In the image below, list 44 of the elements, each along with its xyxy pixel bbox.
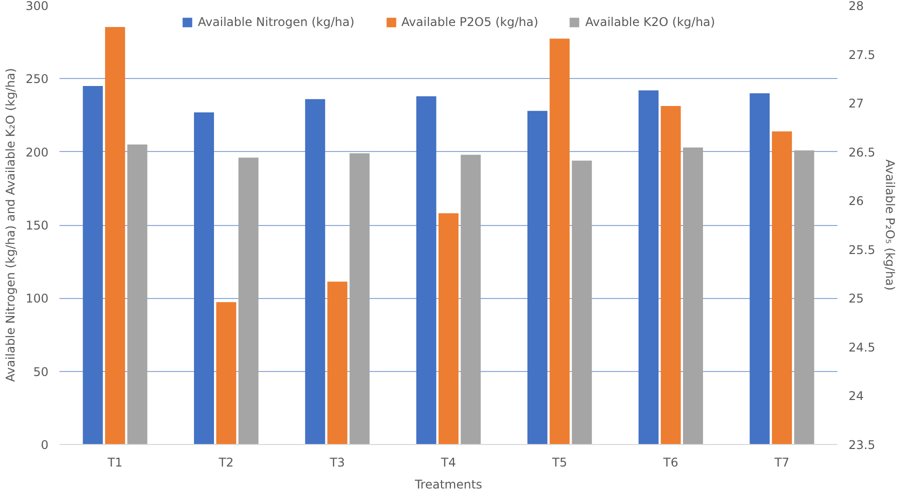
y2-tick-label: 24.5 <box>848 340 876 354</box>
bar <box>350 153 370 444</box>
y2-tick-label: 26.5 <box>848 145 876 160</box>
y2-tick-label: 27 <box>848 96 864 111</box>
y-tick-label: 100 <box>26 292 48 306</box>
x-tick-label: T6 <box>662 456 678 470</box>
bar <box>305 99 326 444</box>
bar <box>750 93 770 444</box>
y-tick-label: 50 <box>33 364 49 379</box>
x-tick-label: T4 <box>440 456 456 470</box>
bar <box>638 90 659 444</box>
bar <box>127 144 148 444</box>
y2-tick-label: 26 <box>848 194 864 208</box>
legend-label: Available Nitrogen (kg/ha) <box>198 15 354 29</box>
y2-tick-label: 23.5 <box>848 438 876 452</box>
bar <box>416 96 436 444</box>
y2-tick-label: 25 <box>848 292 864 306</box>
y2-tick-label: 25.5 <box>848 242 876 257</box>
x-tick-label: T2 <box>218 456 234 470</box>
x-tick-label: T5 <box>551 456 568 470</box>
bar <box>194 112 214 444</box>
y-tick-label: 200 <box>26 145 48 160</box>
y-axis-title: Available Nitrogen (kg/ha) and Available K₂O (kg/ha) <box>4 68 18 382</box>
x-tick-label: T3 <box>328 456 345 470</box>
legend-label: Available P2O5 (kg/ha) <box>401 15 538 29</box>
bar <box>794 150 814 444</box>
y-tick-label: 250 <box>26 72 48 86</box>
y2-tick-label: 28 <box>848 0 864 13</box>
bar <box>527 110 548 444</box>
y2-tick-label: 24 <box>848 389 864 404</box>
bar <box>238 158 258 444</box>
y2-tick-label: 27.5 <box>848 48 876 62</box>
bar <box>460 154 481 444</box>
y2-axis-title: Available P₂O₅ (kg/ha) <box>883 159 898 291</box>
x-axis-title: Treatments <box>414 478 482 492</box>
bar <box>572 160 592 444</box>
x-tick-label: T7 <box>773 456 790 470</box>
y-tick-label: 0 <box>40 438 49 452</box>
bar <box>82 86 103 444</box>
bar <box>683 147 704 444</box>
y-tick-label: 300 <box>26 0 48 13</box>
y-tick-label: 150 <box>26 218 48 232</box>
x-tick-label: T1 <box>106 456 123 470</box>
legend-label: Available K2O (kg/ha) <box>585 15 716 29</box>
